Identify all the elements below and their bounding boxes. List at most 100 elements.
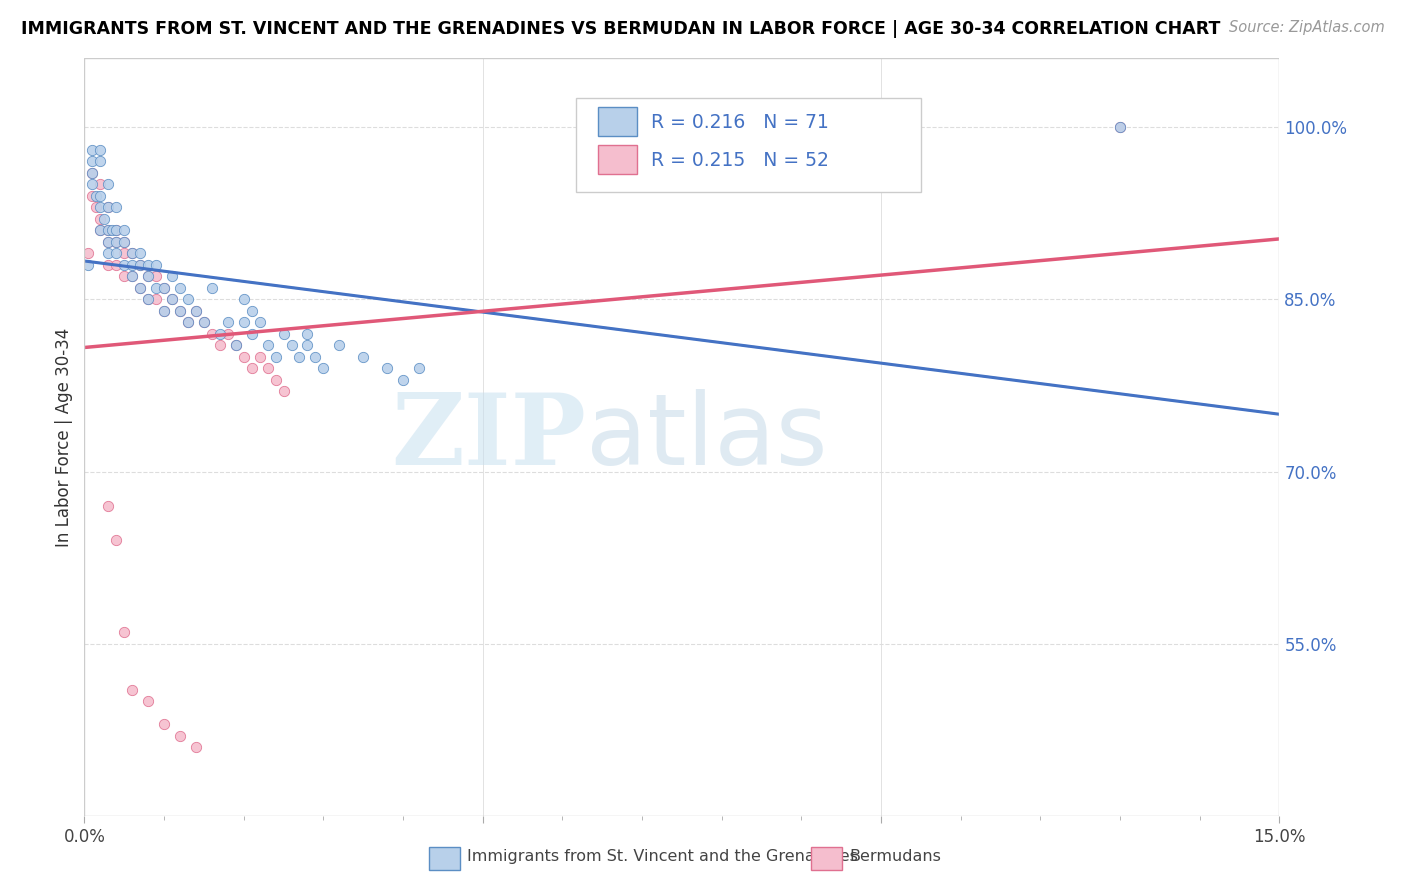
Point xyxy=(129,258,152,272)
Point xyxy=(129,258,152,272)
Point xyxy=(280,338,302,352)
Point xyxy=(177,315,200,329)
Point xyxy=(129,246,152,260)
Point xyxy=(264,373,287,387)
Point xyxy=(136,694,159,708)
Point xyxy=(160,292,183,306)
Point xyxy=(225,338,247,352)
Point xyxy=(97,200,120,214)
Point xyxy=(240,303,263,318)
Point xyxy=(201,326,224,341)
Text: R = 0.215   N = 52: R = 0.215 N = 52 xyxy=(651,151,830,169)
Point xyxy=(89,211,111,226)
Point xyxy=(184,303,207,318)
Point xyxy=(121,246,143,260)
Point xyxy=(97,235,120,249)
Point xyxy=(177,292,200,306)
Point xyxy=(297,338,319,352)
Point xyxy=(208,326,231,341)
Point xyxy=(112,235,135,249)
Point xyxy=(105,235,128,249)
Point xyxy=(249,315,271,329)
Point xyxy=(105,533,128,548)
Point xyxy=(1109,120,1132,134)
Point xyxy=(352,350,374,364)
Point xyxy=(153,281,176,295)
Point xyxy=(97,178,120,192)
Point xyxy=(392,373,415,387)
Point xyxy=(105,223,128,237)
Point xyxy=(145,292,167,306)
Point xyxy=(273,326,295,341)
Point xyxy=(105,258,128,272)
Point xyxy=(249,350,271,364)
Point xyxy=(184,740,207,755)
Point xyxy=(136,269,159,284)
Point xyxy=(121,682,143,697)
Point xyxy=(97,235,120,249)
Point xyxy=(89,178,111,192)
Point xyxy=(97,200,120,214)
Point xyxy=(136,258,159,272)
Point xyxy=(129,281,152,295)
Point xyxy=(112,269,135,284)
Point xyxy=(256,361,278,376)
Point xyxy=(160,269,183,284)
Point xyxy=(136,292,159,306)
Point xyxy=(288,350,311,364)
Point xyxy=(82,189,104,203)
Point xyxy=(153,717,176,731)
Point xyxy=(121,269,143,284)
Point xyxy=(153,281,176,295)
Point xyxy=(169,281,191,295)
Point xyxy=(145,258,167,272)
Point xyxy=(225,338,247,352)
Point xyxy=(97,246,120,260)
Point xyxy=(256,338,278,352)
Point xyxy=(121,246,143,260)
Point xyxy=(160,292,183,306)
Point xyxy=(86,200,108,214)
Point xyxy=(97,258,120,272)
Point xyxy=(136,269,159,284)
Point xyxy=(89,189,111,203)
Point xyxy=(232,315,254,329)
Point xyxy=(177,315,200,329)
Point xyxy=(145,281,167,295)
Point xyxy=(169,303,191,318)
Point xyxy=(193,315,215,329)
Point xyxy=(105,200,128,214)
Point xyxy=(208,338,231,352)
Point xyxy=(217,315,239,329)
Point xyxy=(89,154,111,169)
Point xyxy=(169,729,191,743)
Point xyxy=(232,292,254,306)
Point xyxy=(121,258,143,272)
Text: IMMIGRANTS FROM ST. VINCENT AND THE GRENADINES VS BERMUDAN IN LABOR FORCE | AGE : IMMIGRANTS FROM ST. VINCENT AND THE GREN… xyxy=(21,20,1220,37)
Point xyxy=(153,303,176,318)
Point xyxy=(82,166,104,180)
Point xyxy=(112,625,135,640)
Point xyxy=(105,235,128,249)
Point xyxy=(89,223,111,237)
Point xyxy=(112,246,135,260)
Point xyxy=(312,361,335,376)
Text: Source: ZipAtlas.com: Source: ZipAtlas.com xyxy=(1229,20,1385,35)
Point xyxy=(121,269,143,284)
Point xyxy=(105,246,128,260)
Point xyxy=(193,315,215,329)
Point xyxy=(169,303,191,318)
Point xyxy=(101,223,124,237)
Point xyxy=(93,211,115,226)
Point xyxy=(89,200,111,214)
Point xyxy=(82,178,104,192)
Text: Immigrants from St. Vincent and the Grenadines: Immigrants from St. Vincent and the Gren… xyxy=(467,849,858,863)
Point xyxy=(375,361,398,376)
Text: atlas: atlas xyxy=(586,389,828,485)
Point xyxy=(82,143,104,157)
Point xyxy=(217,326,239,341)
Point xyxy=(136,292,159,306)
Point xyxy=(304,350,326,364)
Point xyxy=(297,326,319,341)
Point xyxy=(77,246,100,260)
